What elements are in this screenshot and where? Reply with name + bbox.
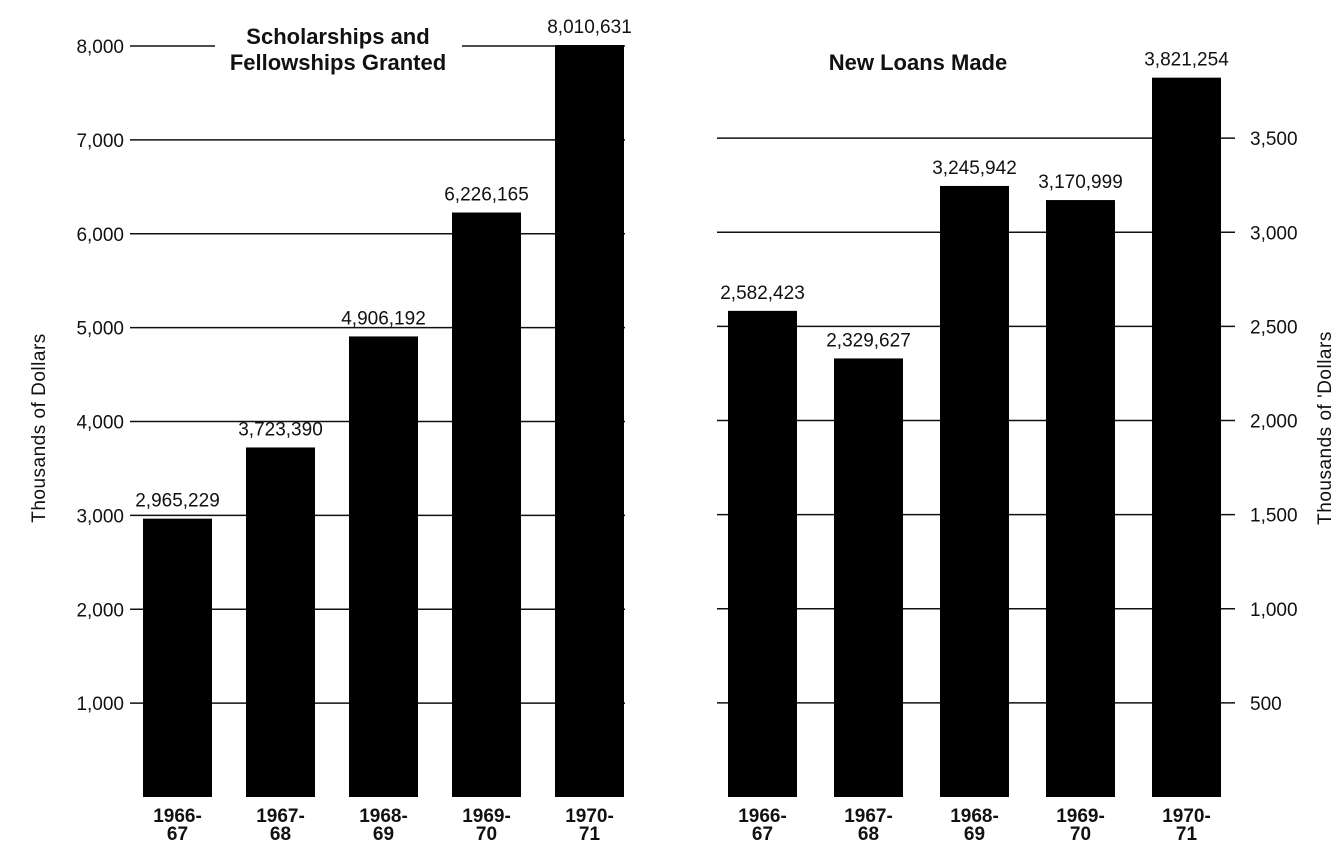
- bar: [834, 358, 903, 797]
- category-label-year-end: 71: [1176, 824, 1198, 845]
- left-title-line-1: Scholarships and: [246, 24, 429, 49]
- left-y-tick-labels: 1,000 2,000 3,000 4,000 5,000 6,000 7,000 8,000: [76, 37, 124, 715]
- category-label-year-end: 67: [167, 824, 188, 845]
- y-tick-label: 3,500: [1250, 129, 1298, 150]
- bar: [1152, 77, 1221, 798]
- data-label: 2,329,627: [826, 330, 911, 351]
- category-label-year: 1969-: [462, 806, 511, 827]
- category-label-year: 1966-: [153, 806, 202, 827]
- data-label: 2,965,229: [135, 491, 220, 512]
- y-tick-label: 2,000: [76, 600, 124, 621]
- bar: [246, 447, 315, 797]
- bar: [452, 212, 521, 798]
- category-label-year: 1968-: [950, 806, 999, 827]
- left-category-labels: 1966-67 1967-68 1968-69 1969-70 1970-71: [153, 806, 614, 845]
- data-label: 2,582,423: [720, 283, 805, 304]
- category-label-year: 1970-: [565, 806, 614, 827]
- category-label-year-end: 68: [270, 824, 291, 845]
- y-tick-label: 4,000: [76, 413, 124, 434]
- category-label-year: 1968-: [359, 806, 408, 827]
- y-tick-label: 1,000: [76, 694, 124, 715]
- bar: [940, 185, 1009, 797]
- category-label-year: 1967-: [844, 806, 893, 827]
- data-label: 3,821,254: [1144, 50, 1229, 71]
- right-category-labels: 1966-67 1967-68 1968-69 1969-70 1970-71: [738, 806, 1211, 845]
- left-bars: [143, 45, 624, 798]
- category-label-year-end: 68: [858, 824, 879, 845]
- bar: [349, 336, 418, 797]
- category-label-year: 1966-: [738, 806, 787, 827]
- y-tick-label: 1,000: [1250, 600, 1298, 621]
- data-label: 3,245,942: [932, 158, 1017, 179]
- category-label-year-end: 70: [476, 824, 497, 845]
- scholarships-chart: 1,000 2,000 3,000 4,000 5,000 6,000 7,000 8,000…: [29, 17, 632, 845]
- data-label: 8,010,631: [547, 17, 632, 38]
- category-label-year: 1970-: [1162, 806, 1211, 827]
- data-label: 4,906,192: [341, 308, 426, 329]
- y-tick-label: 3,000: [1250, 223, 1298, 244]
- right-title: New Loans Made: [829, 50, 1007, 75]
- data-label: 3,170,999: [1038, 172, 1123, 193]
- left-title-line-2: Fellowships Granted: [230, 50, 446, 75]
- bar: [143, 518, 212, 797]
- bar: [1046, 200, 1115, 797]
- y-tick-label: 7,000: [76, 131, 124, 152]
- category-label-year: 1967-: [256, 806, 305, 827]
- category-label-year-end: 67: [752, 824, 773, 845]
- y-tick-label: 1,500: [1250, 506, 1298, 527]
- data-label: 3,723,390: [238, 419, 323, 440]
- y-tick-label: 3,000: [76, 506, 124, 527]
- y-tick-label: 2,500: [1250, 317, 1298, 338]
- category-label-year-end: 70: [1070, 824, 1091, 845]
- right-y-axis-label: Thousands of 'Dollars: [1315, 331, 1336, 525]
- y-tick-label: 8,000: [76, 37, 124, 58]
- category-label-year-end: 71: [579, 824, 601, 845]
- right-y-tick-labels: 500 1,000 1,500 2,000 2,500 3,000 3,500: [1250, 129, 1298, 715]
- right-bars: [728, 77, 1221, 798]
- left-data-labels: 2,965,229 3,723,390 4,906,192 6,226,165 8,01…: [135, 17, 632, 512]
- right-data-labels: 2,582,423 2,329,627 3,245,942 3,170,999 3,82…: [720, 50, 1229, 352]
- y-tick-label: 2,000: [1250, 412, 1298, 433]
- category-label-year-end: 69: [373, 824, 394, 845]
- bar: [728, 310, 797, 797]
- category-label-year: 1969-: [1056, 806, 1105, 827]
- y-tick-label: 500: [1250, 694, 1282, 715]
- category-label-year-end: 69: [964, 824, 985, 845]
- y-tick-label: 6,000: [76, 225, 124, 246]
- left-y-axis-label: Thousands of Dollars: [29, 333, 50, 523]
- y-tick-label: 5,000: [76, 319, 124, 340]
- data-label: 6,226,165: [444, 185, 529, 206]
- new-loans-chart: 500 1,000 1,500 2,000 2,500 3,000 3,500 2,582,…: [717, 50, 1336, 845]
- bar: [555, 45, 624, 797]
